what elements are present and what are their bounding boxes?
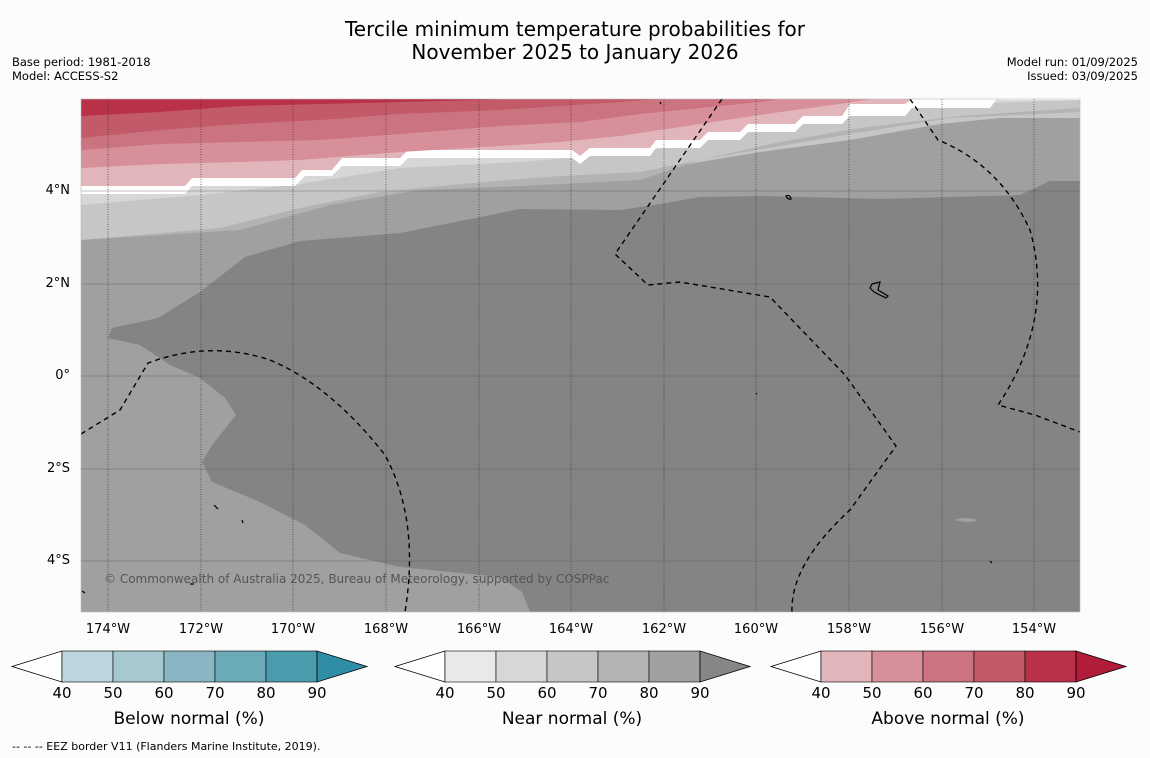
colorbar-tick-label: 40 <box>435 684 455 702</box>
light-patch-east <box>955 518 978 522</box>
colorbar-segment <box>871 650 924 683</box>
colorbar-right-arrow <box>316 650 369 683</box>
longitude-gridlines <box>107 99 1035 612</box>
colorbar-segment <box>546 650 599 683</box>
lon-label: 162°W <box>641 622 687 637</box>
colorbar-left-arrow <box>10 650 63 683</box>
colorbar-segment <box>1024 650 1077 683</box>
colorbar-segment <box>973 650 1026 683</box>
meta-right: Model run: 01/09/2025 Issued: 03/09/2025 <box>1007 55 1138 83</box>
title-line-2: November 2025 to January 2026 <box>411 40 739 64</box>
above-normal-80-band <box>81 99 500 116</box>
map-frame <box>80 98 1081 613</box>
copyright-notice: © Commonwealth of Australia 2025, Bureau… <box>104 572 610 586</box>
lon-label: 170°W <box>270 622 316 637</box>
above-normal-70-band <box>81 99 660 138</box>
colorbar-segment <box>922 650 975 683</box>
lon-label: 164°W <box>548 622 594 637</box>
map-title: Tercile minimum temperature probabilitie… <box>0 18 1150 64</box>
colorbar-left-arrow <box>393 650 446 683</box>
colorbar-segment <box>444 650 497 683</box>
colorbar-segment <box>597 650 650 683</box>
islands <box>81 101 993 594</box>
lon-label: 172°W <box>178 622 224 637</box>
base-period: Base period: 1981-2018 <box>12 55 151 69</box>
lon-label: 174°W <box>85 622 131 637</box>
colorbar-tick-label: 80 <box>256 684 276 702</box>
lon-label: 160°W <box>733 622 779 637</box>
colorbar-tick-label: 70 <box>205 684 225 702</box>
lat-label: 2°S <box>46 461 70 476</box>
colorbar-segment <box>648 650 701 683</box>
colorbar-segment <box>61 650 114 683</box>
colorbar-left-arrow <box>769 650 822 683</box>
lon-label: 158°W <box>826 622 872 637</box>
colorbar-tick-label: 40 <box>52 684 72 702</box>
colorbar-segment <box>265 650 318 683</box>
colorbar-segment <box>214 650 267 683</box>
colorbar-tick-label: 70 <box>964 684 984 702</box>
lon-label: 168°W <box>363 622 409 637</box>
latitude-gridlines <box>81 190 1080 562</box>
colorbars <box>10 650 1128 683</box>
colorbar-tick-label: 60 <box>154 684 174 702</box>
lat-label: 4°S <box>46 553 70 568</box>
colorbar-tick-label: 50 <box>862 684 882 702</box>
lat-label: 2°N <box>45 276 71 291</box>
colorbar-title-above: Above normal (%) <box>871 709 1025 729</box>
issued-date: Issued: 03/09/2025 <box>1027 69 1138 83</box>
eez-footnote: -- -- -- EEZ border V11 (Flanders Marine… <box>12 740 321 753</box>
colorbar-segment <box>163 650 216 683</box>
colorbar-tick-label: 60 <box>537 684 557 702</box>
lon-label: 166°W <box>456 622 502 637</box>
colorbar-segment <box>112 650 165 683</box>
colorbar-tick-label: 80 <box>639 684 659 702</box>
light-patch-west <box>141 455 200 482</box>
colorbar-tick-label: 70 <box>588 684 608 702</box>
lat-label: 0° <box>55 368 70 383</box>
colorbar-segment <box>495 650 548 683</box>
near-normal-90-region <box>108 181 1080 612</box>
lon-label: 156°W <box>919 622 965 637</box>
colorbar-tick-label: 90 <box>1066 684 1086 702</box>
colorbar-segment <box>820 650 873 683</box>
colorbar-title-near: Near normal (%) <box>501 709 643 729</box>
lat-label: 4°N <box>45 183 71 198</box>
title-line-1: Tercile minimum temperature probabilitie… <box>344 17 806 41</box>
colorbar-tick-label: 90 <box>690 684 710 702</box>
meta-left: Base period: 1981-2018 Model: ACCESS-S2 <box>12 55 151 83</box>
colorbar-title-below: Below normal (%) <box>113 709 265 729</box>
eez-borders <box>81 99 1080 612</box>
colorbar-tick-label: 50 <box>103 684 123 702</box>
colorbar-tick-label: 90 <box>307 684 327 702</box>
map-plot-area <box>81 99 1080 612</box>
colorbar-tick-label: 60 <box>913 684 933 702</box>
model-run: Model run: 01/09/2025 <box>1006 55 1138 69</box>
colorbar-tick-label: 80 <box>1015 684 1035 702</box>
lon-label: 154°W <box>1011 622 1057 637</box>
colorbar-tick-label: 40 <box>811 684 831 702</box>
model-name: Model: ACCESS-S2 <box>12 69 119 83</box>
colorbar-tick-label: 50 <box>486 684 506 702</box>
colorbar-right-arrow <box>1075 650 1128 683</box>
colorbar-right-arrow <box>699 650 752 683</box>
